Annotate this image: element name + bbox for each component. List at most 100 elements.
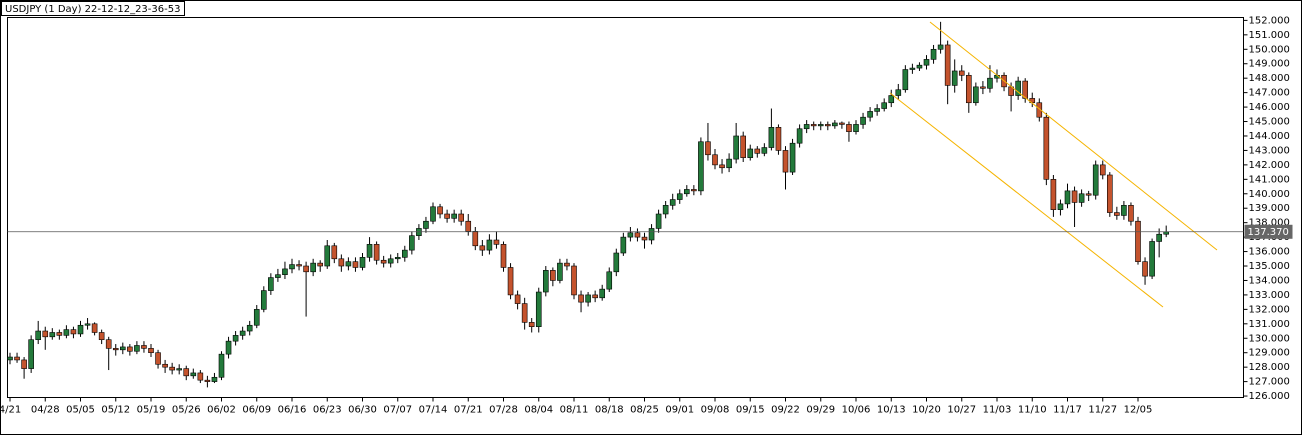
x-tick-label: 10/27 xyxy=(947,405,976,416)
candle-body xyxy=(951,70,958,86)
candle-body xyxy=(1071,190,1078,203)
candle-body xyxy=(733,135,739,160)
candle-body xyxy=(239,330,246,336)
candle-body xyxy=(1043,116,1050,180)
x-tick-label: 06/16 xyxy=(278,405,307,416)
candle-body xyxy=(42,330,49,338)
candle-body xyxy=(747,148,754,158)
candle-body xyxy=(712,154,718,166)
y-tick-label: 134.000 xyxy=(1249,275,1290,286)
candle-body xyxy=(148,348,154,354)
y-tick-label: 146.000 xyxy=(1249,102,1290,113)
candle-body xyxy=(1092,164,1099,196)
candle-body xyxy=(1142,261,1148,277)
candle-body xyxy=(49,332,56,338)
candle-body xyxy=(676,193,683,200)
candle-body xyxy=(754,148,761,154)
candle-body xyxy=(331,245,338,260)
candle-body xyxy=(535,291,542,328)
candle-body xyxy=(599,288,606,299)
y-tick-label: 131.000 xyxy=(1249,319,1290,330)
x-tick-label: 05/19 xyxy=(137,405,166,416)
x-tick-label: 10/06 xyxy=(842,405,871,416)
candle-body xyxy=(486,239,493,251)
y-tick-label: 151.000 xyxy=(1249,30,1290,41)
candle-body xyxy=(641,236,648,241)
candle-body xyxy=(345,261,352,267)
candle-body xyxy=(1156,233,1162,242)
candle-body xyxy=(824,124,831,127)
candle-body xyxy=(853,124,859,132)
y-tick-label: 145.000 xyxy=(1249,117,1290,128)
candle-body xyxy=(761,147,768,154)
candle-body xyxy=(789,142,796,173)
x-tick-label: 10/13 xyxy=(877,405,906,416)
candle-body xyxy=(1057,203,1064,210)
y-tick-label: 142.000 xyxy=(1249,160,1290,171)
candle-body xyxy=(817,124,824,127)
candle-body xyxy=(980,86,986,89)
x-tick-label: 09/22 xyxy=(771,405,800,416)
candle-body xyxy=(1114,212,1120,216)
candle-body xyxy=(874,108,880,112)
candle-body xyxy=(366,244,373,258)
candle-body xyxy=(846,124,852,132)
candle-body xyxy=(162,363,168,368)
candle-body xyxy=(634,232,641,238)
candles xyxy=(7,21,1169,388)
candle-body xyxy=(557,262,563,281)
candle-body xyxy=(895,89,902,96)
candle-body xyxy=(7,356,13,361)
candle-body xyxy=(127,346,133,352)
candle-body xyxy=(1022,80,1029,99)
candle-body xyxy=(521,303,528,323)
candle-body xyxy=(1085,193,1092,196)
candle-body xyxy=(155,352,161,365)
candle-body xyxy=(14,356,20,361)
candle-body xyxy=(56,332,63,336)
candle-body xyxy=(916,64,923,69)
candle-body xyxy=(169,366,175,371)
x-tick-label: 12/05 xyxy=(1124,405,1153,416)
candle-body xyxy=(183,368,190,377)
candle-body xyxy=(1099,164,1106,176)
y-tick-label: 141.000 xyxy=(1249,174,1290,185)
candle-body xyxy=(973,86,979,104)
candle-body xyxy=(944,44,951,86)
candle-body xyxy=(620,236,627,254)
candle-body xyxy=(775,127,782,151)
candle-body xyxy=(1015,80,1021,96)
candle-body xyxy=(655,213,662,229)
candle-body xyxy=(387,258,394,264)
candle-body xyxy=(141,345,147,349)
candle-body xyxy=(965,74,972,104)
candle-body xyxy=(592,294,598,299)
title-box xyxy=(1,1,185,16)
candle-body xyxy=(564,262,570,267)
candle-body xyxy=(84,323,91,326)
candle-body xyxy=(190,372,197,377)
candle-body xyxy=(204,379,211,382)
candle-body xyxy=(796,128,803,144)
candle-body xyxy=(613,252,620,273)
candle-body xyxy=(310,262,316,273)
candle-body xyxy=(923,59,930,66)
candle-body xyxy=(176,368,182,371)
channel-upper xyxy=(929,21,1218,251)
y-tick-label: 129.000 xyxy=(1249,348,1290,359)
candle-body xyxy=(211,376,218,382)
x-tick-label: 09/08 xyxy=(701,405,730,416)
candle-body xyxy=(282,268,288,275)
candle-body xyxy=(253,309,260,326)
candle-body xyxy=(803,124,810,130)
y-tick-label: 152.000 xyxy=(1249,15,1290,26)
x-tick-label: 07/21 xyxy=(454,405,483,416)
candle-body xyxy=(740,135,747,158)
candle-body xyxy=(465,220,472,232)
candle-body xyxy=(260,290,267,310)
candle-body xyxy=(542,270,549,293)
candle-body xyxy=(578,294,584,303)
y-tick-label: 126.000 xyxy=(1249,391,1290,402)
candle-body xyxy=(120,346,126,351)
